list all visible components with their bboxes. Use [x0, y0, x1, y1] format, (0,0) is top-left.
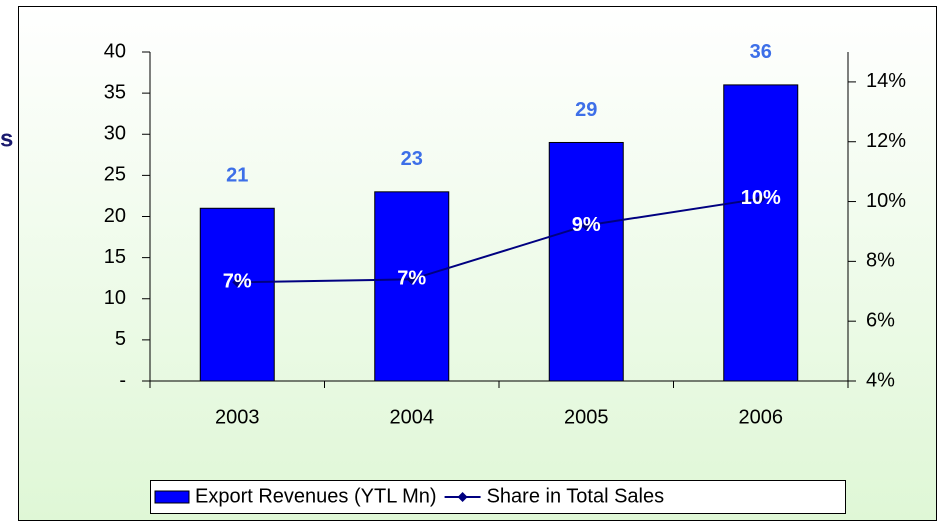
line-marker [232, 277, 243, 288]
legend-swatch [154, 490, 190, 504]
y2-tick-label: 8% [866, 250, 895, 272]
bar [723, 84, 799, 382]
line-value-label: 9% [572, 214, 601, 236]
legend [150, 480, 846, 514]
y-tick-label: 5 [115, 328, 126, 350]
line [237, 197, 761, 284]
line-marker [581, 220, 592, 231]
line-value-label: 7% [223, 271, 252, 293]
y2-tick-label: 14% [866, 70, 906, 92]
chart-frame [18, 6, 937, 521]
y2-tick-label: 12% [866, 130, 906, 152]
y2-tick-label: 4% [866, 369, 895, 391]
y-tick-label: 35 [104, 81, 126, 103]
y2-tick-label: 6% [866, 309, 895, 331]
y-tick-label: 20 [104, 205, 126, 227]
bar-value-label: 23 [401, 148, 423, 170]
bar-value-label: 36 [750, 41, 772, 63]
legend-label: Share in Total Sales [487, 485, 665, 507]
bar [548, 141, 624, 382]
line-marker [755, 193, 766, 204]
bar [374, 191, 450, 382]
y-tick-label: 30 [104, 123, 126, 145]
y-tick-label: 10 [104, 287, 126, 309]
y-tick-label: 25 [104, 164, 126, 186]
legend-label: Export Revenues (YTL Mn) [195, 485, 437, 507]
legend-marker [457, 492, 468, 502]
x-tick-label: 2003 [215, 406, 260, 428]
x-tick-label: 2006 [739, 406, 784, 428]
y-tick-label: 40 [104, 40, 126, 62]
bar [199, 207, 275, 382]
annotation: s [0, 125, 13, 152]
bar-value-label: 29 [575, 99, 597, 121]
x-tick-label: 2005 [564, 406, 609, 428]
x-tick-label: 2004 [390, 406, 435, 428]
y2-tick-label: 10% [866, 190, 906, 212]
bar-value-label: 21 [226, 165, 248, 187]
line-marker [406, 274, 417, 285]
y-tick-label: 15 [104, 246, 126, 268]
y-tick-label: - [119, 369, 126, 391]
line-value-label: 10% [741, 187, 781, 209]
line-value-label: 7% [397, 268, 426, 290]
